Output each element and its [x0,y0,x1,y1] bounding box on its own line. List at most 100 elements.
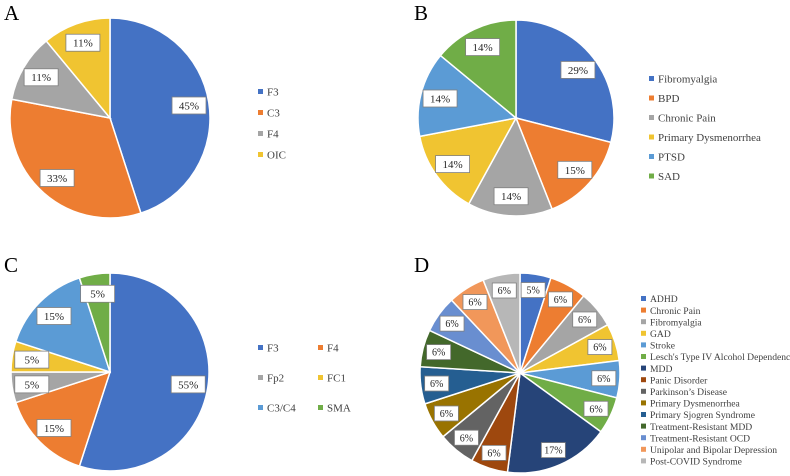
data-label-d-3: 6% [587,339,613,355]
legend-item-d-9: Primary Dysmenorrhea [641,399,741,410]
data-label-text: 45% [179,100,199,112]
data-label-d-6: 17% [540,442,566,458]
legend-item-d-6: MDD [641,364,672,375]
legend-swatch [649,76,654,81]
data-label-box [557,160,593,179]
legend-item-c-2: Fp2 [258,373,284,385]
legend-item-c-3: FC1 [318,373,346,385]
legend-label: Fp2 [267,373,284,385]
legend-item-d-8: Parkinson’s Disease [641,387,727,398]
legend-label: F3 [267,343,279,355]
legend-item-c-0: F3 [258,343,279,355]
legend-label: Treatment-Resistant OCD [650,433,750,444]
slice-a-0 [109,17,211,215]
legend-label: Fibromyalgia [658,74,717,86]
data-label-text: 15% [44,423,64,435]
legend-label: Panic Disorder [650,375,708,386]
data-label-c-2: 5% [14,375,50,394]
legend-item-b-5: SAD [649,171,680,183]
data-label-text: 6% [460,433,473,444]
data-label-box [435,155,470,173]
data-label-box [591,370,617,387]
data-label-text: 55% [178,379,198,391]
slice-c-0 [78,272,210,472]
legend-label: Parkinson’s Disease [650,387,727,398]
legend-label: SMA [327,403,351,415]
legend-label: FC1 [327,373,346,385]
legend-label: F4 [267,129,279,141]
legend-label: OIC [267,150,286,162]
legend-swatch [649,95,654,101]
legend-item-b-3: Primary Dysmenorrhea [649,132,761,144]
legend-swatch [258,345,263,350]
legend-swatch [641,446,646,452]
legend-label: Fibromyalgia [650,317,702,328]
data-label-box [433,405,459,422]
data-label-text: 11% [73,38,93,50]
data-label-box [80,284,116,303]
data-label-text: 14% [473,42,493,54]
data-label-box [587,339,613,355]
legend-label: Unipolar and Bipolar Depression [650,445,777,456]
legend-label: Post-COVID Syndrome [650,457,742,468]
data-label-box [465,38,501,56]
data-label-text: 6% [487,448,500,459]
legend-label: ADHD [650,294,678,305]
legend-label: C3 [267,108,280,120]
legend-swatch [258,152,263,157]
data-label-text: 15% [44,311,64,323]
legend-item-a-0: F3 [258,87,279,99]
legend-swatch [258,89,263,94]
legend-item-d-1: Chronic Pain [641,306,701,317]
data-label-c-4: 15% [36,307,72,325]
data-label-text: 5% [90,289,105,301]
data-label-box [583,400,609,417]
legend-a: F3 C3 F4 OIC [258,87,286,162]
legend-label: Chronic Pain [658,113,716,125]
data-label-box [170,375,206,394]
data-label-text: 5% [24,355,39,367]
legend-swatch [641,388,646,394]
legend-label: Primary Sjogren Syndrome [650,410,755,421]
data-label-c-3: 5% [14,350,50,369]
data-label-text: 14% [430,93,450,105]
legend-label: GAD [650,329,671,340]
legend-swatch [641,342,646,348]
legend-label: F3 [267,87,279,99]
data-label-text: 6% [432,348,445,359]
legend-item-b-2: Chronic Pain [649,113,716,125]
legend-item-a-1: C3 [258,108,280,120]
data-label-c-0: 55% [170,375,206,394]
data-label-box [439,315,465,332]
legend-item-c-1: F4 [318,343,339,355]
data-label-text: 6% [554,295,567,306]
legend-swatch [641,435,646,441]
data-label-text: 5% [526,286,539,297]
data-label-d-4: 6% [591,370,617,387]
data-label-d-12: 6% [439,315,465,332]
legend-swatch [649,173,654,179]
data-label-d-8: 6% [454,429,479,446]
data-label-text: 6% [445,319,458,330]
legend-label: Treatment-Resistant MDD [650,422,752,433]
slice-b-4 [417,54,518,138]
data-label-b-5: 14% [465,38,501,56]
slice-b-0 [515,19,615,144]
data-label-box [171,96,207,115]
data-label-d-2: 6% [572,311,598,328]
pie-chart-b: 29% 15% 14% 14% 14% 14% Fibromyalgia BPD Chronic… [417,19,761,217]
legend-item-d-5: Lesch's Type IV Alcohol Dependence [641,352,790,363]
legend-swatch [258,110,263,115]
panel-label-a: A [4,1,20,25]
data-label-text: 6% [578,315,591,326]
data-label-box [426,344,452,361]
data-label-box [560,61,596,79]
data-label-d-5: 6% [583,400,609,417]
data-label-text: 33% [47,173,67,185]
legend-swatch [641,412,646,417]
data-label-box [14,350,50,369]
legend-swatch [258,131,263,136]
data-label-box [36,419,72,437]
data-label-b-0: 29% [560,61,596,79]
data-label-text: 6% [498,286,511,297]
